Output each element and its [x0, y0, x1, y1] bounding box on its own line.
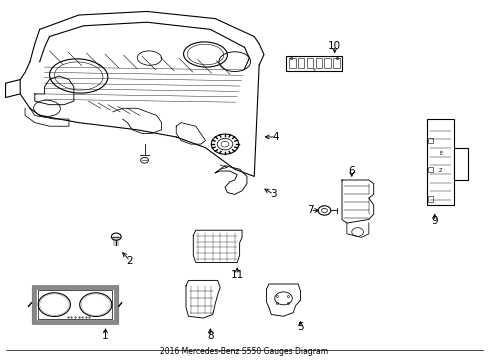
Text: 1: 1 [102, 331, 109, 341]
Bar [427, 119, 453, 205]
Text: 10: 10 [327, 41, 341, 50]
Text: 2016 Mercedes-Benz S550 Gauges Diagram: 2016 Mercedes-Benz S550 Gauges Diagram [160, 347, 328, 356]
Text: E: E [438, 151, 442, 156]
Text: 2: 2 [126, 256, 133, 266]
Bar [453, 148, 467, 180]
Text: 11: 11 [230, 270, 244, 280]
Bar [38, 290, 112, 319]
Text: 4: 4 [272, 132, 279, 142]
Bar [306, 58, 313, 68]
Text: 8: 8 [206, 331, 213, 341]
Bar [315, 58, 322, 68]
Text: Z: Z [438, 168, 442, 173]
Bar [427, 138, 432, 143]
Bar [34, 287, 116, 322]
Bar [32, 286, 118, 323]
Bar [324, 58, 330, 68]
Text: 6: 6 [348, 166, 354, 176]
Bar [427, 197, 432, 202]
Bar [332, 58, 339, 68]
Text: 7: 7 [306, 206, 313, 216]
Text: 5: 5 [297, 322, 303, 332]
Bar [289, 58, 295, 68]
Bar [298, 58, 304, 68]
Bar [285, 55, 341, 71]
Text: 9: 9 [430, 216, 437, 226]
Bar [427, 167, 432, 172]
Text: 3: 3 [270, 189, 277, 199]
